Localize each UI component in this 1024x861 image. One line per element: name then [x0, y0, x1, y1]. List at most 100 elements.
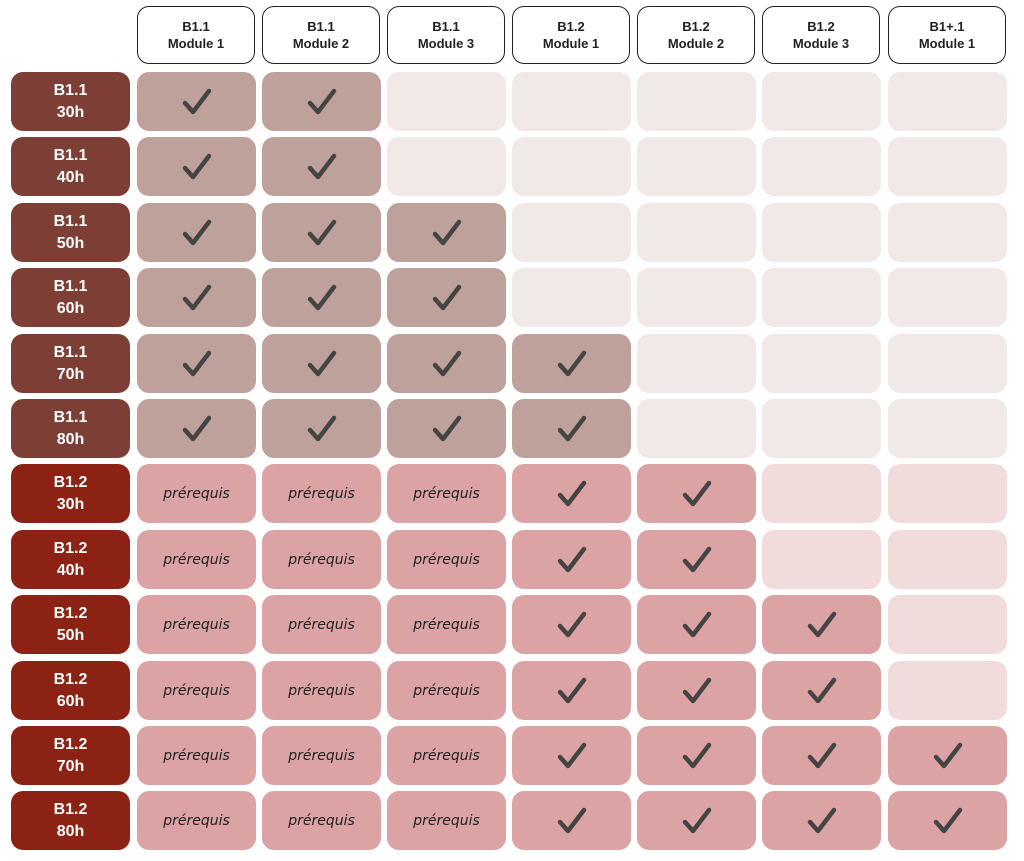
- table-cell: [888, 464, 1007, 523]
- table-cell: [137, 203, 256, 262]
- check-icon: [432, 284, 461, 310]
- check-icon: [682, 742, 711, 768]
- row-header-hours: 50h: [56, 626, 85, 644]
- table-cell: [888, 726, 1007, 785]
- table-cell: [512, 595, 631, 654]
- table-cell: [762, 595, 881, 654]
- column-header-level: B1.2: [557, 19, 585, 34]
- table-cell: [387, 334, 506, 393]
- prerequisite-label: prérequis: [163, 616, 230, 633]
- table-cell: [888, 661, 1007, 720]
- column-header: B1.2 Module 1: [512, 6, 630, 64]
- check-icon: [557, 546, 586, 572]
- table-cell: [262, 203, 381, 262]
- check-icon: [682, 480, 711, 506]
- prerequisite-label: prérequis: [413, 551, 480, 568]
- row-header-hours: 50h: [56, 234, 85, 252]
- table-cell: [512, 203, 631, 262]
- table-cell: [637, 661, 756, 720]
- row-header-level: B1.1: [53, 277, 88, 295]
- table-cell: [762, 268, 881, 327]
- table-cell: [637, 791, 756, 850]
- table-cell: [387, 72, 506, 131]
- column-header: B1+.1 Module 1: [888, 6, 1006, 64]
- table-cell: prérequis: [387, 791, 506, 850]
- table-cell: [637, 399, 756, 458]
- table-cell: [637, 334, 756, 393]
- row-header: B1.2 40h: [11, 530, 130, 589]
- check-icon: [307, 284, 336, 310]
- check-icon: [807, 742, 836, 768]
- row-header: B1.1 40h: [11, 137, 130, 196]
- table-cell: prérequis: [387, 726, 506, 785]
- prerequisite-label: prérequis: [163, 747, 230, 764]
- prerequisite-label: prérequis: [163, 682, 230, 699]
- row-header: B1.1 50h: [11, 203, 130, 262]
- check-icon: [182, 219, 211, 245]
- table-cell: prérequis: [137, 791, 256, 850]
- table-cell: [137, 72, 256, 131]
- table-cell: prérequis: [262, 530, 381, 589]
- row-header-hours: 80h: [56, 430, 85, 448]
- table-cell: [637, 203, 756, 262]
- table-cell: [512, 661, 631, 720]
- row-header: B1.2 80h: [11, 791, 130, 850]
- table-cell: [762, 661, 881, 720]
- table-cell: [262, 72, 381, 131]
- check-icon: [557, 611, 586, 637]
- column-header: B1.1 Module 2: [262, 6, 380, 64]
- table-cell: [387, 399, 506, 458]
- table-cell: [888, 334, 1007, 393]
- table-cell: [512, 334, 631, 393]
- row-header-hours: 70h: [56, 365, 85, 383]
- table-cell: [637, 595, 756, 654]
- check-icon: [432, 415, 461, 441]
- check-icon: [557, 742, 586, 768]
- row-header-level: B1.1: [53, 146, 88, 164]
- table-cell: [762, 399, 881, 458]
- row-header: B1.2 70h: [11, 726, 130, 785]
- table-cell: [637, 72, 756, 131]
- table-cell: prérequis: [262, 595, 381, 654]
- check-icon: [557, 807, 586, 833]
- row-header-level: B1.1: [53, 343, 88, 361]
- table-cell: prérequis: [262, 791, 381, 850]
- row-header-level: B1.1: [53, 408, 88, 426]
- row-header: B1.2 60h: [11, 661, 130, 720]
- table-cell: [762, 72, 881, 131]
- table-cell: prérequis: [387, 661, 506, 720]
- check-icon: [182, 415, 211, 441]
- table-cell: [262, 268, 381, 327]
- check-icon: [557, 480, 586, 506]
- row-header-hours: 30h: [56, 103, 85, 121]
- row-header-level: B1.2: [53, 539, 88, 557]
- check-icon: [933, 807, 962, 833]
- table-cell: prérequis: [262, 464, 381, 523]
- check-icon: [682, 611, 711, 637]
- table-cell: [762, 203, 881, 262]
- table-cell: prérequis: [387, 464, 506, 523]
- prerequisite-label: prérequis: [413, 682, 480, 699]
- row-header-hours: 60h: [56, 299, 85, 317]
- prerequisite-label: prérequis: [288, 747, 355, 764]
- check-icon: [432, 350, 461, 376]
- table-cell: prérequis: [387, 595, 506, 654]
- table-cell: prérequis: [262, 661, 381, 720]
- check-icon: [807, 677, 836, 703]
- table-cell: prérequis: [137, 661, 256, 720]
- prerequisite-label: prérequis: [413, 812, 480, 829]
- table-cell: [512, 137, 631, 196]
- row-header-level: B1.2: [53, 670, 88, 688]
- prerequisite-label: prérequis: [288, 616, 355, 633]
- column-header: B1.1 Module 1: [137, 6, 255, 64]
- table-cell: [888, 399, 1007, 458]
- check-icon: [557, 677, 586, 703]
- table-cell: [637, 268, 756, 327]
- check-icon: [682, 546, 711, 572]
- row-header-hours: 40h: [56, 561, 85, 579]
- prerequisite-label: prérequis: [163, 812, 230, 829]
- column-header-level: B1.1: [432, 19, 460, 34]
- row-header: B1.1 80h: [11, 399, 130, 458]
- row-header-level: B1.1: [53, 212, 88, 230]
